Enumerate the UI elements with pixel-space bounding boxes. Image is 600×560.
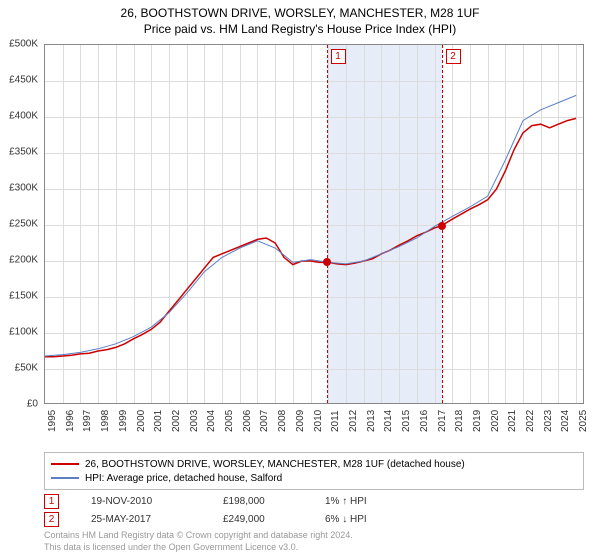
x-tick-label: 1998 [100,410,111,432]
x-tick-label: 2010 [313,410,324,432]
legend-swatch [51,477,79,479]
x-tick-label: 2008 [277,410,288,432]
x-tick-label: 2024 [560,410,571,432]
footer-line-2: This data is licensed under the Open Gov… [44,542,353,554]
y-tick-label: £300K [9,183,38,194]
x-tick-label: 2018 [454,410,465,432]
sale-number-box: 1 [44,494,59,509]
y-tick-label: £50K [15,363,38,374]
x-tick-label: 2020 [490,410,501,432]
y-tick-label: £150K [9,291,38,302]
legend: 26, BOOTHSTOWN DRIVE, WORSLEY, MANCHESTE… [44,452,584,490]
x-tick-label: 2014 [383,410,394,432]
x-tick-label: 2003 [189,410,200,432]
y-tick-label: £0 [27,399,38,410]
y-tick-label: £400K [9,111,38,122]
x-tick-label: 2005 [224,410,235,432]
x-tick-label: 2016 [419,410,430,432]
sale-price: £249,000 [223,514,293,525]
x-tick-label: 2023 [543,410,554,432]
sale-number-box: 2 [44,512,59,527]
legend-swatch [51,463,79,465]
sale-marker-box: 1 [331,49,346,64]
legend-label: HPI: Average price, detached house, Salf… [85,473,282,484]
sale-marker-line [327,45,328,403]
y-tick-label: £250K [9,219,38,230]
x-tick-label: 2015 [401,410,412,432]
sale-marker-box: 2 [446,49,461,64]
legend-label: 26, BOOTHSTOWN DRIVE, WORSLEY, MANCHESTE… [85,459,465,470]
x-tick-label: 2025 [578,410,589,432]
footer-attribution: Contains HM Land Registry data © Crown c… [44,530,353,553]
x-tick-label: 2017 [437,410,448,432]
x-tick-label: 2007 [259,410,270,432]
x-tick-label: 1997 [82,410,93,432]
sales-table: 1 19-NOV-2010 £198,000 1% ↑ HPI 2 25-MAY-2017… [44,492,584,528]
x-tick-label: 2006 [242,410,253,432]
series-svg [45,45,585,405]
series-property [45,118,576,356]
sale-point [438,222,446,230]
footer-line-1: Contains HM Land Registry data © Crown c… [44,530,353,542]
x-tick-label: 2019 [472,410,483,432]
plot-area: 12 [44,44,584,404]
x-tick-label: 2012 [348,410,359,432]
table-row: 2 25-MAY-2017 £249,000 6% ↓ HPI [44,510,584,528]
chart-area: £0£50K£100K£150K£200K£250K£300K£350K£400… [44,44,584,404]
x-tick-label: 1996 [65,410,76,432]
x-tick-label: 2011 [330,410,341,432]
y-axis-labels: £0£50K£100K£150K£200K£250K£300K£350K£400… [0,44,40,404]
x-tick-label: 2009 [295,410,306,432]
legend-row: HPI: Average price, detached house, Salf… [51,471,577,485]
y-tick-label: £350K [9,147,38,158]
y-tick-label: £500K [9,39,38,50]
x-tick-label: 2013 [366,410,377,432]
x-tick-label: 2004 [206,410,217,432]
x-axis-labels: 1995 1996 1997 1998 1999 2000 2001 2002 2003 2004… [44,404,584,438]
sale-price: £198,000 [223,496,293,507]
y-tick-label: £200K [9,255,38,266]
x-tick-label: 2002 [171,410,182,432]
y-tick-label: £450K [9,75,38,86]
x-tick-label: 2001 [153,410,164,432]
title-block: 26, BOOTHSTOWN DRIVE, WORSLEY, MANCHESTE… [0,0,600,36]
table-row: 1 19-NOV-2010 £198,000 1% ↑ HPI [44,492,584,510]
x-tick-label: 1995 [47,410,58,432]
sale-hpi-delta: 6% ↓ HPI [325,514,405,525]
x-tick-label: 1999 [118,410,129,432]
x-tick-label: 2022 [525,410,536,432]
sale-date: 25-MAY-2017 [91,514,191,525]
sale-date: 19-NOV-2010 [91,496,191,507]
page-container: 26, BOOTHSTOWN DRIVE, WORSLEY, MANCHESTE… [0,0,600,560]
sale-hpi-delta: 1% ↑ HPI [325,496,405,507]
y-tick-label: £100K [9,327,38,338]
chart-title-address: 26, BOOTHSTOWN DRIVE, WORSLEY, MANCHESTE… [0,6,600,20]
x-tick-label: 2000 [136,410,147,432]
series-hpi [45,95,576,356]
legend-row: 26, BOOTHSTOWN DRIVE, WORSLEY, MANCHESTE… [51,457,577,471]
sale-point [323,258,331,266]
x-tick-label: 2021 [507,410,518,432]
chart-title-subtitle: Price paid vs. HM Land Registry's House … [0,22,600,36]
